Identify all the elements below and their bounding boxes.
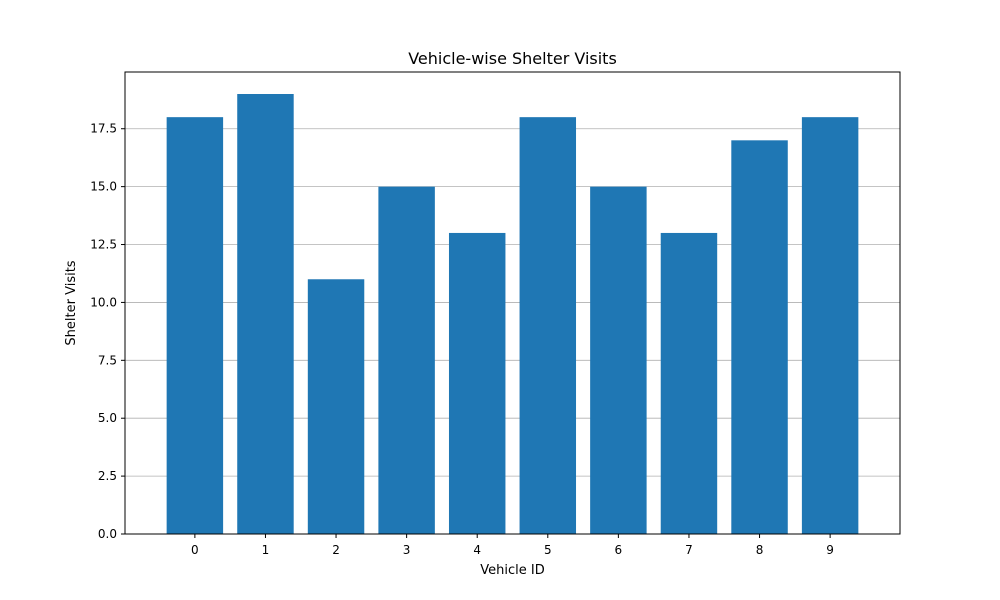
bars	[166, 94, 859, 534]
y-tick-label: 7.5	[98, 353, 117, 367]
x-tick-label: 8	[756, 543, 764, 557]
bar-vehicle-1	[237, 94, 294, 534]
bar-vehicle-8	[731, 140, 788, 534]
x-tick-label: 5	[544, 543, 552, 557]
x-tick-label: 7	[685, 543, 693, 557]
chart-title: Vehicle-wise Shelter Visits	[408, 49, 617, 68]
y-tick-label: 15.0	[90, 180, 117, 194]
y-tick-label: 0.0	[98, 527, 117, 541]
bar-vehicle-4	[448, 232, 506, 534]
bar-vehicle-6	[590, 186, 647, 534]
bar-vehicle-2	[307, 279, 365, 534]
y-tick-label: 10.0	[90, 295, 117, 309]
x-axis-label: Vehicle ID	[480, 563, 544, 578]
x-tick-label: 2	[332, 543, 340, 557]
bar-vehicle-9	[801, 117, 859, 534]
y-tick-label: 2.5	[98, 469, 117, 483]
y-tick-label: 5.0	[98, 411, 117, 425]
bar-vehicle-3	[378, 186, 435, 534]
x-axis: 0 1 2 3 4 5 6 7 8 9	[191, 534, 834, 557]
x-tick-label: 9	[826, 543, 834, 557]
y-tick-label: 17.5	[90, 122, 117, 136]
bar-vehicle-5	[519, 117, 577, 534]
x-tick-label: 4	[473, 543, 481, 557]
y-axis: 0.0 2.5 5.0 7.5 10.0 12.5 15.0 17.5	[90, 122, 125, 541]
bar-vehicle-0	[166, 117, 224, 534]
plot-area-frame	[124, 71, 901, 535]
x-tick-label: 6	[615, 543, 623, 557]
x-tick-label: 0	[191, 543, 199, 557]
bar-vehicle-7	[660, 232, 718, 534]
y-axis-label: Shelter Visits	[64, 260, 79, 345]
x-tick-label: 3	[403, 543, 411, 557]
x-tick-label: 1	[262, 543, 270, 557]
y-tick-label: 12.5	[90, 238, 117, 252]
